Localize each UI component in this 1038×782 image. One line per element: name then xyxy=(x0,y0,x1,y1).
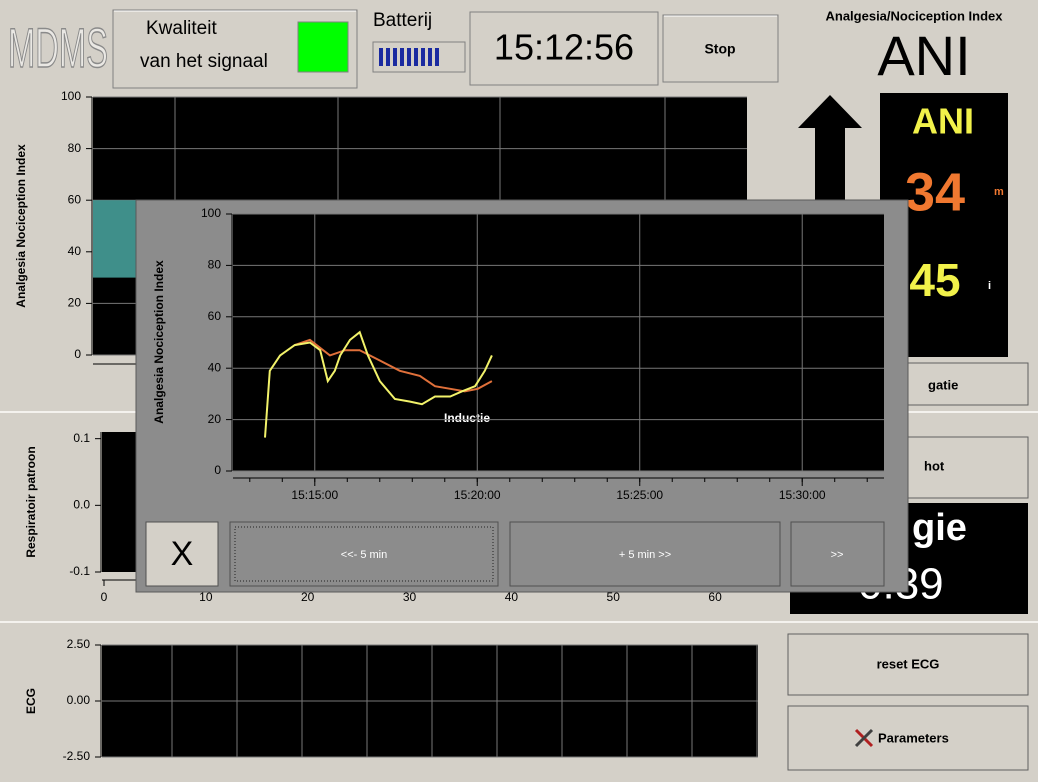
x-tick-label: 30 xyxy=(403,590,417,604)
ani-unit: m xyxy=(994,186,1004,198)
trend-arrow xyxy=(798,95,862,212)
forward-label[interactable]: + 5 min >> xyxy=(619,549,671,561)
ani-unit2: i xyxy=(988,280,991,292)
nav-label[interactable]: gatie xyxy=(928,377,958,392)
series-line xyxy=(264,330,493,438)
popup-plot xyxy=(233,214,884,471)
y-tick-label: 40 xyxy=(68,244,82,258)
energy-label: gie xyxy=(912,507,967,549)
x-tick-label: 60 xyxy=(708,590,722,604)
x-tick-label: 15:30:00 xyxy=(779,488,826,502)
battery-bar xyxy=(386,48,390,66)
battery-bar xyxy=(428,48,432,66)
ani-value2: 45 xyxy=(909,254,960,306)
x-tick-label: 10 xyxy=(199,590,213,604)
battery-bar xyxy=(421,48,425,66)
x-tick-label: 15:15:00 xyxy=(291,488,338,502)
reset-label[interactable]: reset ECG xyxy=(877,656,940,671)
ani-label: ANI xyxy=(912,101,974,142)
y-axis-label: ECG xyxy=(24,688,38,714)
battery-bar xyxy=(379,48,383,66)
y-tick-label: 0 xyxy=(74,347,81,361)
index-title: Analgesia/Nociception Index xyxy=(826,8,1004,23)
battery-bar xyxy=(393,48,397,66)
battery-bar xyxy=(414,48,418,66)
x-tick-label: 40 xyxy=(505,590,519,604)
y-tick-label: 20 xyxy=(208,412,222,426)
quality-label: van het signaal xyxy=(140,51,268,72)
y-tick-label: 80 xyxy=(68,141,82,155)
y-tick-label: -0.1 xyxy=(69,564,90,578)
quality-label: Kwaliteit xyxy=(146,18,217,39)
y-axis-label: Respiratoir patroon xyxy=(24,446,38,557)
battery-bar xyxy=(435,48,439,66)
clock-box xyxy=(469,11,659,86)
battery-bar xyxy=(400,48,404,66)
y-tick-label: 60 xyxy=(68,192,82,206)
params-label[interactable]: Parameters xyxy=(878,730,949,745)
clock: 15:12:56 xyxy=(494,27,634,68)
y-axis-label: Analgesia Nociception Index xyxy=(14,144,28,308)
params-button[interactable] xyxy=(787,705,1029,771)
y-tick-label: 40 xyxy=(208,360,222,374)
end-label[interactable]: >> xyxy=(831,549,844,561)
y-axis-label: Analgesia Nociception Index xyxy=(152,260,166,424)
close-label[interactable]: X xyxy=(171,535,194,573)
battery-bars xyxy=(379,48,439,66)
close-button[interactable] xyxy=(145,521,219,587)
y-tick-label: 60 xyxy=(208,309,222,323)
y-tick-label: 0.0 xyxy=(73,498,90,512)
tools-icon xyxy=(854,728,874,748)
popup-chart: 0 20 40 60 80 100 15:15:00 15:20:00 15:25:00 15:3… xyxy=(201,206,884,502)
y-tick-label: 20 xyxy=(68,296,82,310)
snapshot-label[interactable]: hot xyxy=(924,458,945,473)
ani-value: 34 xyxy=(905,162,965,222)
x-tick-label: 15:20:00 xyxy=(454,488,501,502)
annotation: Inductie xyxy=(444,411,490,425)
end-button[interactable] xyxy=(790,521,885,587)
focus-ring xyxy=(234,526,494,582)
y-tick-label: 80 xyxy=(208,258,222,272)
y-tick-label: 2.50 xyxy=(67,637,91,651)
back-button[interactable] xyxy=(229,521,499,587)
y-tick-label: 0 xyxy=(214,463,221,477)
y-tick-label: -2.50 xyxy=(63,749,91,763)
y-tick-label: 100 xyxy=(201,206,221,220)
x-tick-label: 20 xyxy=(301,590,315,604)
back-label[interactable]: <<- 5 min xyxy=(341,549,387,561)
stop-label[interactable]: Stop xyxy=(704,41,735,57)
quality-indicator xyxy=(297,21,349,73)
index-short: ANI xyxy=(877,24,970,87)
y-tick-label: 0.1 xyxy=(73,431,90,445)
x-tick-label: 15:25:00 xyxy=(616,488,663,502)
stop-button[interactable] xyxy=(662,14,779,83)
x-tick-label: 50 xyxy=(607,590,621,604)
y-tick-label: 0.00 xyxy=(67,693,91,707)
reset-button[interactable] xyxy=(787,633,1029,696)
x-tick-label: 0 xyxy=(101,590,108,604)
battery-label: Batterij xyxy=(373,10,432,31)
forward-button[interactable] xyxy=(509,521,781,587)
logo: MDMS xyxy=(8,16,108,79)
battery-bar xyxy=(407,48,411,66)
y-tick-label: 100 xyxy=(61,89,81,103)
